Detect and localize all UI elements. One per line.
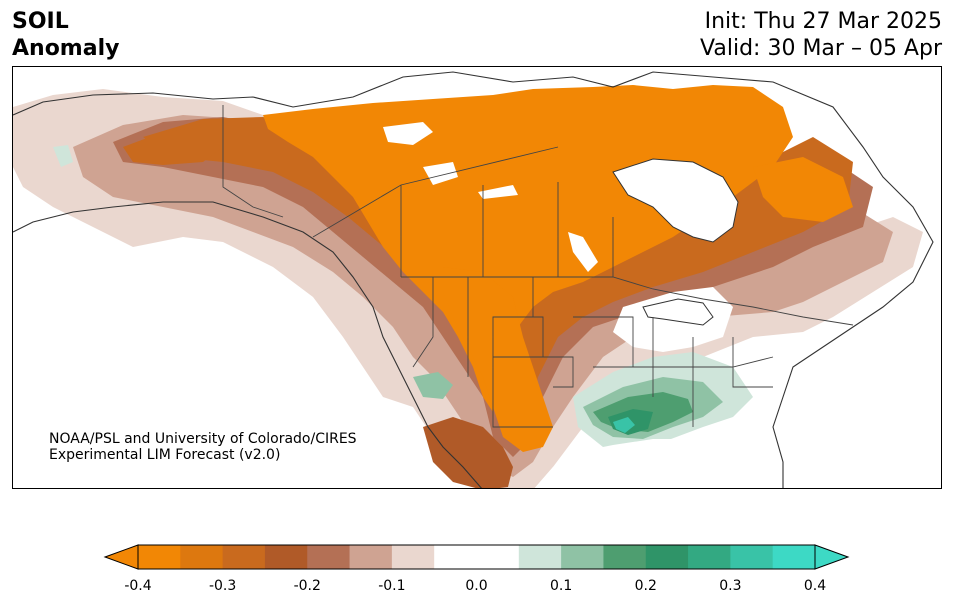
colorbar-bin — [264, 545, 308, 569]
alaska-border — [222, 105, 284, 218]
colorbar-bin — [349, 545, 393, 569]
province-lines — [312, 146, 614, 277]
southwest-anomaly — [423, 417, 513, 488]
colorbar-tick-label: 0.1 — [549, 578, 573, 594]
state-lines-west — [412, 277, 574, 428]
colorbar-bin — [307, 545, 351, 569]
labrador-anomaly — [753, 157, 853, 222]
colorbar-tick-label: 0.4 — [803, 578, 827, 594]
colorbar-bin — [222, 545, 266, 569]
colorbar — [103, 544, 850, 570]
colorbar-tick-label: -0.3 — [208, 578, 237, 594]
map-panel — [12, 66, 942, 489]
map-title: SOIL Anomaly — [12, 8, 119, 62]
colorbar-bin — [772, 545, 816, 569]
date-info: Init: Thu 27 Mar 2025 Valid: 30 Mar – 05… — [700, 8, 942, 62]
credit-text: NOAA/PSL and University of Colorado/CIRE… — [49, 431, 357, 463]
rockies-extreme-anomaly — [443, 267, 553, 452]
california-positive — [413, 372, 453, 399]
colorbar-min-arrow — [103, 544, 139, 570]
colorbar-tick-label: -0.2 — [293, 578, 321, 594]
title-line-2: Anomaly — [12, 36, 120, 61]
colorbar-bin — [688, 545, 731, 569]
borders — [222, 105, 854, 428]
colorbar-bin — [603, 545, 647, 569]
hudson-bay — [612, 158, 739, 243]
colorbar-outline — [137, 544, 816, 570]
neutral-patch-3 — [478, 185, 518, 199]
colorbar-bin — [476, 545, 520, 569]
colorbar-bin — [518, 545, 562, 569]
credit-line-2: Experimental LIM Forecast (v2.0) — [49, 447, 281, 463]
colorbar-tick-label: -0.4 — [124, 578, 152, 594]
colorbar-tick-label: -0.1 — [378, 578, 406, 594]
colorbar-bin — [645, 545, 689, 569]
gulf-of-mexico — [534, 439, 792, 488]
state-lines-east — [573, 316, 774, 427]
credit-line-1: NOAA/PSL and University of Colorado/CIRE… — [49, 431, 357, 447]
colorbar-tick-label: 0.2 — [634, 578, 657, 594]
coastline — [13, 71, 934, 488]
init-date: Init: Thu 27 Mar 2025 — [704, 9, 942, 34]
valid-date: Valid: 30 Mar – 05 Apr — [700, 36, 942, 61]
gulf-coast-peak-positive — [613, 417, 635, 433]
neutral-patch-2 — [423, 162, 458, 185]
colorbar-tick-label: 0.3 — [719, 578, 742, 594]
neutral-patch-1 — [383, 122, 433, 145]
neutral-patch-4 — [568, 232, 598, 272]
colorbar-bin — [391, 545, 435, 569]
title-line-1: SOIL — [12, 9, 69, 34]
colorbar-bin — [434, 545, 477, 569]
alaska-spot-anomaly — [123, 127, 223, 165]
colorbar-max-arrow — [814, 544, 850, 570]
colorbar-bin — [138, 545, 181, 569]
alaska-positive — [53, 145, 73, 167]
colorbar-bin — [561, 545, 604, 569]
colorbar-bin — [180, 545, 224, 569]
colorbar-tick-label: 0.0 — [465, 578, 488, 594]
colorbar-bins — [138, 545, 816, 569]
colorbar-bin — [730, 545, 774, 569]
anomaly-map — [13, 67, 941, 488]
